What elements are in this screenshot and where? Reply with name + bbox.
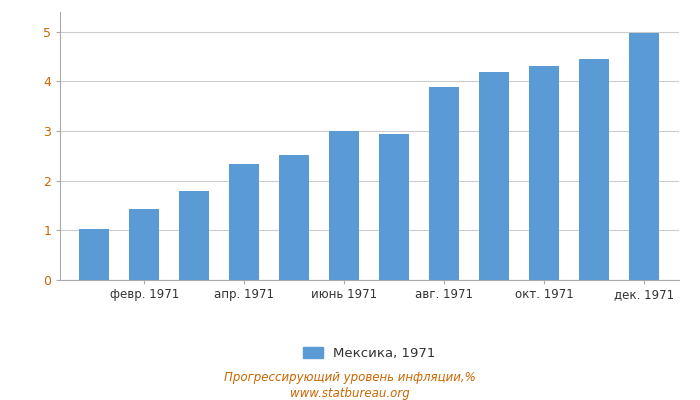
Bar xyxy=(629,33,659,280)
Bar xyxy=(329,131,359,280)
Bar xyxy=(429,87,459,280)
Text: Прогрессирующий уровень инфляции,%: Прогрессирующий уровень инфляции,% xyxy=(224,372,476,384)
Legend: Мексика, 1971: Мексика, 1971 xyxy=(296,340,442,366)
Bar xyxy=(579,59,609,280)
Bar xyxy=(80,229,109,280)
Bar xyxy=(529,66,559,280)
Bar xyxy=(130,209,160,280)
Bar xyxy=(379,134,410,280)
Bar xyxy=(480,72,509,280)
Bar xyxy=(230,164,259,280)
Bar xyxy=(179,191,209,280)
Text: www.statbureau.org: www.statbureau.org xyxy=(290,388,410,400)
Bar xyxy=(279,155,309,280)
